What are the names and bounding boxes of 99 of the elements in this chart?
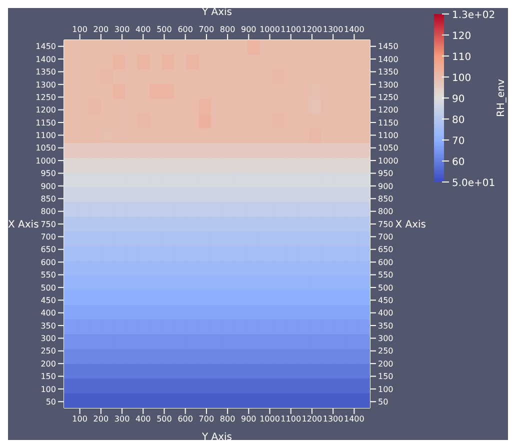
- y-tick-label: 150: [40, 372, 56, 382]
- y-tick-label: 800: [40, 207, 56, 216]
- y2-tick-label: 200: [378, 359, 394, 368]
- y-tick-label: 900: [40, 182, 56, 191]
- y2-tick-label: 1400: [378, 54, 398, 64]
- y-tick-label: 1100: [36, 131, 56, 140]
- y-tick-label: 1250: [36, 92, 56, 102]
- color-bar-label: 60: [452, 157, 465, 168]
- y2-tick-label: 1250: [378, 92, 398, 102]
- y2-tick-label: 450: [378, 296, 394, 305]
- x-tick-label: 1100: [280, 25, 302, 34]
- y-tick-label: 1150: [36, 118, 56, 128]
- x-tick-label: 400: [135, 25, 151, 34]
- y-axis-title: X Axis: [8, 220, 39, 231]
- x-tick-label: 100: [72, 25, 88, 34]
- color-bar-label: 70: [452, 136, 465, 147]
- y2-tick-label: 1100: [378, 131, 398, 140]
- y-tick-label: 300: [40, 334, 56, 344]
- x-tick-label: 200: [93, 25, 109, 34]
- x-tick-label: 1000: [260, 25, 280, 34]
- y2-tick-label: 800: [378, 207, 394, 216]
- y2-tick-label: 700: [378, 232, 394, 242]
- x-tick-label: 900: [241, 25, 256, 34]
- x2-tick-label: 1000: [260, 414, 280, 424]
- x2-tick-label: 900: [241, 414, 256, 424]
- y2-tick-label: 150: [378, 372, 394, 382]
- x-tick-label: 1200: [302, 25, 322, 34]
- y-tick-label: 500: [40, 283, 56, 292]
- x2-tick-label: 200: [93, 414, 109, 424]
- y2-tick-label: 850: [378, 194, 394, 204]
- y-tick-label: 1200: [36, 106, 56, 115]
- y-tick-label: 600: [40, 258, 56, 267]
- y-tick-label: 1450: [36, 42, 56, 52]
- y-tick-label: 1050: [36, 144, 56, 153]
- x-tick-label: 700: [198, 25, 214, 34]
- y-tick-label: 850: [40, 194, 56, 204]
- y-tick-label: 50: [46, 397, 56, 406]
- y2-tick-label: 1050: [378, 144, 398, 153]
- y2-tick-label: 750: [378, 220, 394, 229]
- color-bar-label: 120: [452, 31, 472, 42]
- x2-tick-label: 800: [220, 414, 236, 424]
- color-bar-label: 80: [452, 115, 465, 126]
- x2-tick-label: 400: [135, 414, 151, 424]
- y2-tick-label: 1350: [378, 68, 398, 77]
- y-tick-label: 250: [40, 346, 56, 356]
- y2-tick-label: 950: [378, 169, 394, 178]
- y-tick-label: 1300: [36, 80, 56, 90]
- y2-tick-label: 550: [378, 270, 394, 280]
- color-bar-label: 90: [452, 94, 465, 105]
- y2-tick-label: 300: [378, 334, 394, 344]
- y2-tick-label: 900: [378, 182, 394, 191]
- y2-tick-label: 1150: [378, 118, 398, 128]
- y-tick-label: 100: [40, 384, 56, 394]
- x-tick-label: 500: [156, 25, 172, 34]
- color-bar-label: 5.0e+01: [452, 178, 496, 189]
- y2-tick-label: 1000: [378, 156, 398, 166]
- y-tick-label: 950: [40, 169, 56, 178]
- y2-tick-label: 500: [378, 283, 394, 292]
- x-tick-label: 1300: [322, 25, 344, 34]
- x2-tick-label: 1300: [322, 414, 344, 424]
- x-tick-label: 1400: [344, 25, 364, 34]
- y2-tick-label: 600: [378, 258, 394, 267]
- y2-tick-label: 1450: [378, 42, 398, 52]
- y-tick-label: 650: [40, 245, 56, 254]
- y-tick-label: 1400: [36, 54, 56, 64]
- y2-tick-label: 50: [378, 397, 388, 406]
- y-tick-label: 1350: [36, 68, 56, 77]
- x2-tick-label: 1400: [344, 414, 364, 424]
- y2-tick-label: 350: [378, 321, 394, 330]
- color-bar-label: 100: [452, 73, 472, 84]
- y-tick-label: 400: [40, 308, 56, 318]
- y-tick-label: 350: [40, 321, 56, 330]
- y2-axis-title: X Axis: [395, 220, 426, 231]
- x2-tick-label: 300: [114, 414, 130, 424]
- color-bar-label: 1.3e+02: [452, 10, 496, 21]
- x2-tick-label: 1100: [280, 414, 302, 424]
- color-bar-title: RH_env: [496, 78, 507, 117]
- x2-tick-label: 1200: [302, 414, 322, 424]
- x-tick-label: 600: [178, 25, 193, 34]
- y2-tick-label: 400: [378, 308, 394, 318]
- x2-tick-label: 700: [198, 414, 214, 424]
- y-tick-label: 750: [40, 220, 56, 229]
- y2-tick-label: 250: [378, 346, 394, 356]
- x2-tick-label: 500: [156, 414, 172, 424]
- y-tick-label: 450: [40, 296, 56, 305]
- y-tick-label: 550: [40, 270, 56, 280]
- y-tick-label: 1000: [36, 156, 56, 166]
- y2-tick-label: 1200: [378, 106, 398, 115]
- y2-tick-label: 1300: [378, 80, 398, 90]
- x-tick-label: 300: [114, 25, 130, 34]
- color-bar-label: 110: [452, 52, 472, 63]
- x-axis-title: Y Axis: [200, 432, 232, 443]
- x2-tick-label: 100: [72, 414, 88, 424]
- y2-tick-label: 650: [378, 245, 394, 254]
- y2-tick-label: 100: [378, 384, 394, 394]
- x-tick-label: 800: [220, 25, 236, 34]
- x2-tick-label: 600: [178, 414, 193, 424]
- y-tick-label: 700: [40, 232, 56, 242]
- y-tick-label: 200: [40, 359, 56, 368]
